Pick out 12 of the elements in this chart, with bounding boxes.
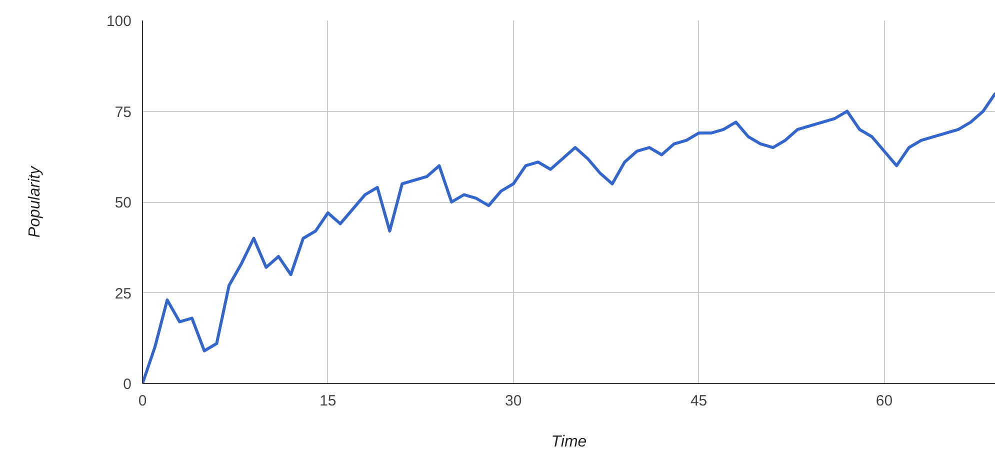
y-tick-label: 0 (123, 376, 132, 393)
y-tick-label: 50 (114, 194, 132, 212)
y-axis-title: Popularity (26, 165, 44, 238)
x-tick-label: 30 (505, 392, 522, 410)
y-tick-label: 25 (114, 285, 132, 302)
x-axis-title: Time (551, 434, 587, 450)
x-tick-label: 0 (138, 392, 147, 410)
y-tick-label: 75 (114, 104, 132, 121)
y-tick-label: 100 (106, 13, 132, 30)
x-tick-label: 45 (690, 392, 708, 410)
x-tick-label: 60 (876, 392, 893, 410)
x-tick-label: 15 (320, 392, 336, 410)
